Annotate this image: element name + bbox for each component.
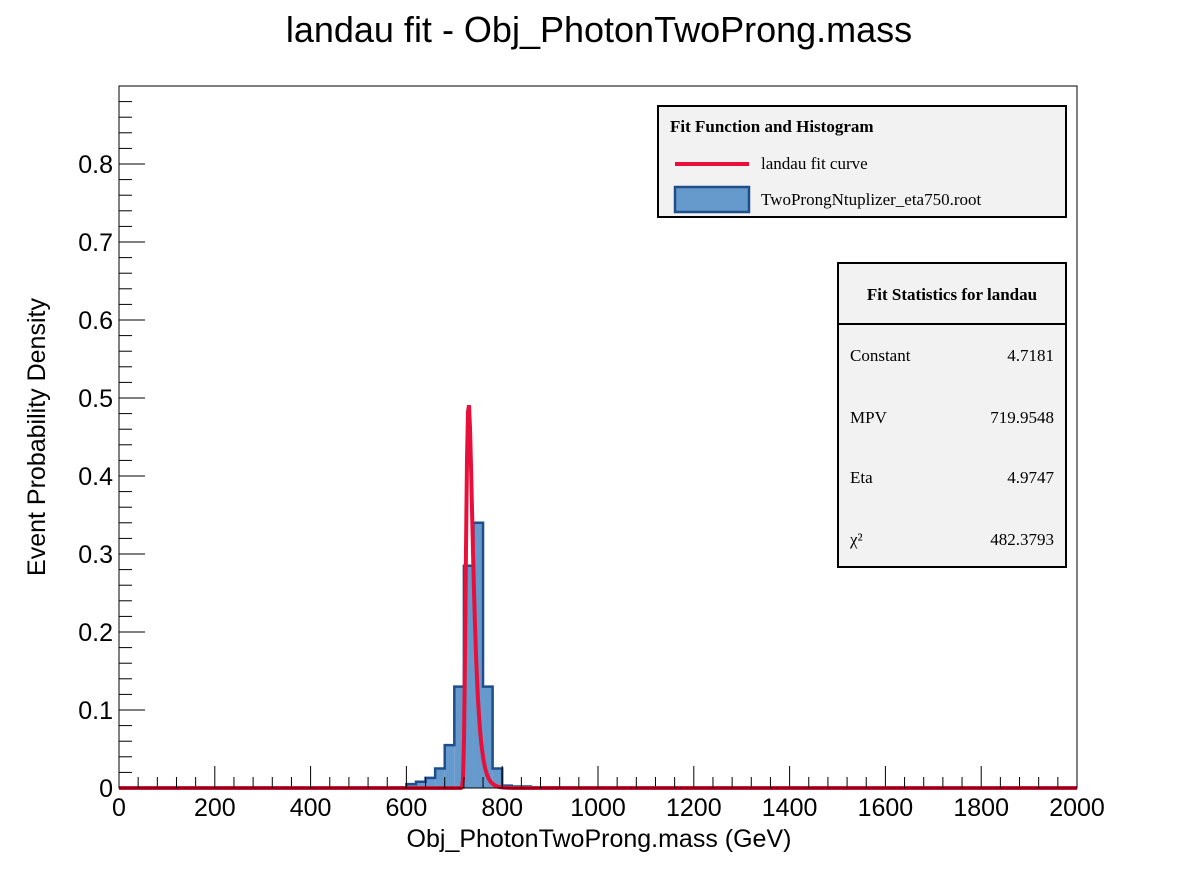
legend-label-histogram: TwoProngNtuplizer_eta750.root	[761, 190, 982, 209]
histogram-bars	[406, 522, 551, 788]
y-tick-label: 0.5	[78, 385, 113, 413]
x-tick-label: 1800	[953, 794, 1009, 822]
x-axis-label: Obj_PhotonTwoProng.mass (GeV)	[407, 825, 792, 853]
x-tick-label: 2000	[1049, 794, 1105, 822]
stat-value: 4.7181	[1007, 346, 1054, 365]
histogram-bar	[473, 522, 484, 788]
stat-name: χ²	[850, 530, 863, 549]
y-tick-label: 0.8	[78, 151, 113, 179]
legend-entry-histogram: TwoProngNtuplizer_eta750.root	[659, 183, 1065, 217]
x-axis: 0 200 400 600 800 1000 1200 1400 1600 1800 2000	[112, 766, 1105, 822]
stat-value: 482.3793	[990, 530, 1054, 549]
stat-row-constant: Constant 4.7181	[850, 346, 1054, 370]
stat-value: 719.9548	[990, 408, 1054, 427]
y-tick-label: 0.1	[78, 697, 113, 725]
x-tick-label: 200	[194, 794, 236, 822]
legend-fill-swatch	[673, 185, 751, 214]
stat-row-chi2: χ² 482.3793	[850, 530, 1054, 554]
histogram-bar	[492, 768, 503, 788]
histogram-bar	[435, 768, 445, 788]
x-tick-label: 1600	[858, 794, 914, 822]
y-tick-label: 0	[99, 775, 113, 803]
histogram-bar	[415, 781, 426, 788]
stat-value: 4.9747	[1007, 468, 1054, 487]
y-tick-label: 0.3	[78, 541, 113, 569]
y-tick-label: 0.4	[78, 463, 113, 491]
fit-statistics-title: Fit Statistics for landau	[839, 264, 1065, 325]
chart-title: landau fit - Obj_PhotonTwoProng.mass	[286, 9, 912, 50]
x-tick-label: 400	[290, 794, 332, 822]
histogram-bar	[425, 777, 436, 788]
y-tick-label: 0.7	[78, 229, 113, 257]
stat-row-eta: Eta 4.9747	[850, 468, 1054, 492]
stat-name: Constant	[850, 346, 911, 365]
legend-title: Fit Function and Histogram	[670, 117, 874, 136]
x-tick-label: 0	[112, 794, 126, 822]
histogram-bar	[444, 745, 455, 788]
y-axis-label: Event Probability Density	[23, 298, 51, 576]
stat-name: Eta	[850, 468, 873, 487]
x-tick-label: 1400	[762, 794, 818, 822]
y-tick-label: 0.2	[78, 619, 113, 647]
legend-entry-fit: landau fit curve	[659, 147, 1065, 181]
histogram-bar	[483, 686, 493, 788]
legend-label-fit: landau fit curve	[761, 154, 868, 173]
fit-statistics-box: Fit Statistics for landau Constant 4.718…	[837, 262, 1067, 568]
stat-name: MPV	[850, 408, 887, 427]
y-axis: 0 0.1 0.2 0.3 0.4 0.5 0.6 0.7 0.8	[78, 85, 145, 803]
histogram-bar	[463, 565, 474, 788]
y-tick-label: 0.6	[78, 307, 113, 335]
legend-box: Fit Function and Histogram landau fit cu…	[657, 105, 1067, 218]
x-tick-label: 1000	[570, 794, 626, 822]
histogram-bar	[454, 686, 464, 788]
x-tick-label: 600	[386, 794, 428, 822]
x-tick-label: 800	[481, 794, 523, 822]
stat-row-mpv: MPV 719.9548	[850, 408, 1054, 432]
x-tick-label: 1200	[666, 794, 722, 822]
legend-line-swatch	[675, 162, 749, 166]
